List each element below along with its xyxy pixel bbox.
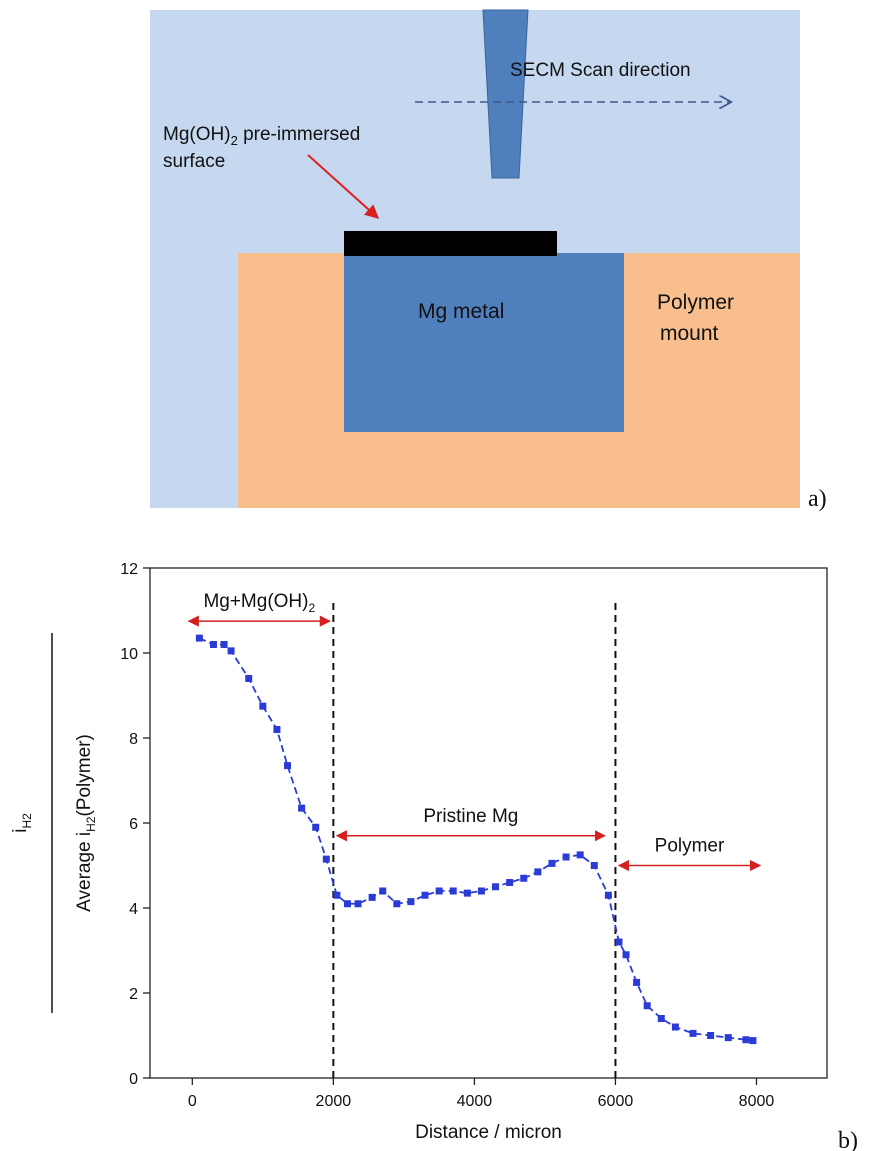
data-point (228, 647, 235, 654)
range-label: Pristine Mg (423, 806, 518, 827)
y-tick-label: 8 (129, 731, 138, 748)
hydroxide-layer (344, 231, 557, 256)
x-tick-label: 4000 (457, 1093, 493, 1110)
data-point (725, 1034, 732, 1041)
x-tick-label: 6000 (598, 1093, 634, 1110)
text-part: Average i (74, 832, 95, 912)
data-point (506, 879, 513, 886)
data-point (520, 875, 527, 882)
y-axis-denominator: Average iH2(Polymer) (74, 734, 98, 912)
data-point (273, 726, 280, 733)
data-point (312, 824, 319, 831)
subscript: 2 (231, 133, 238, 148)
data-point (369, 894, 376, 901)
y-tick-label: 0 (129, 1071, 138, 1088)
x-tick-label: 8000 (739, 1093, 775, 1110)
text-part: pre-immersed (238, 124, 360, 145)
mg-metal (344, 253, 624, 432)
data-point (633, 979, 640, 986)
figure: SECM Scan direction Mg(OH)2 pre-immersed… (0, 0, 869, 1151)
data-point (478, 888, 485, 895)
data-point (284, 762, 291, 769)
subscript: H2 (84, 816, 98, 832)
text-part: Polymer (655, 836, 725, 857)
text-part: Pristine Mg (423, 806, 518, 827)
data-point (221, 641, 228, 648)
data-point (323, 856, 330, 863)
x-tick-label: 0 (188, 1093, 197, 1110)
data-point (534, 868, 541, 875)
range-label: Mg+Mg(OH)2 (203, 591, 315, 615)
y-tick-label: 2 (129, 986, 138, 1003)
text-part: (Polymer) (74, 734, 95, 816)
data-point (742, 1036, 749, 1043)
data-point (577, 851, 584, 858)
range-label: Polymer (655, 836, 725, 857)
data-point (615, 939, 622, 946)
surface-label: Mg(OH)2 pre-immersed (163, 124, 360, 148)
data-point (422, 892, 429, 899)
y-tick-label: 12 (120, 561, 138, 578)
y-axis-numerator: iH2 (10, 813, 34, 833)
data-point (492, 883, 499, 890)
y-tick-label: 6 (129, 816, 138, 833)
text-part: Mg+Mg(OH) (203, 591, 308, 612)
data-point (393, 900, 400, 907)
scan-label: SECM Scan direction (510, 60, 691, 81)
data-point (333, 892, 340, 899)
y-tick-label: 10 (120, 646, 138, 663)
data-point (436, 888, 443, 895)
data-point (749, 1037, 756, 1044)
data-point (563, 854, 570, 861)
data-point (259, 703, 266, 710)
data-point (379, 888, 386, 895)
data-point (464, 890, 471, 897)
data-point (355, 900, 362, 907)
data-point (605, 892, 612, 899)
metal-label: Mg metal (418, 300, 504, 323)
data-point (672, 1024, 679, 1031)
data-point (245, 675, 252, 682)
x-tick-label: 2000 (316, 1093, 352, 1110)
data-point (690, 1030, 697, 1037)
surface-label: surface (163, 151, 225, 172)
data-point (658, 1015, 665, 1022)
panel-label: b) (838, 1128, 858, 1151)
data-point (344, 900, 351, 907)
data-point (298, 805, 305, 812)
data-point (548, 860, 555, 867)
data-point (591, 862, 598, 869)
subscript: 2 (308, 601, 315, 615)
data-point (623, 951, 630, 958)
text-part: Mg(OH) (163, 124, 231, 145)
data-point (407, 898, 414, 905)
data-point (196, 635, 203, 642)
x-axis-label: Distance / micron (415, 1122, 562, 1143)
data-point (644, 1002, 651, 1009)
y-tick-label: 4 (129, 901, 138, 918)
data-point (707, 1032, 714, 1039)
data-point (210, 641, 217, 648)
subscript: H2 (20, 813, 34, 829)
panel-label: a) (808, 486, 827, 512)
mount-label: mount (660, 322, 719, 345)
data-point (450, 888, 457, 895)
mount-label: Polymer (657, 291, 734, 314)
